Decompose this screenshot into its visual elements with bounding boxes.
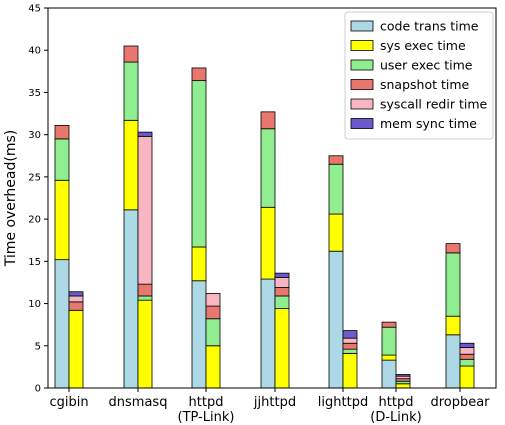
bar-segment-syscall-redir-time-cat1-bar1 (137, 135, 153, 285)
bar-segment-mem-sync-time-cat0-bar1 (68, 291, 84, 297)
x-tick-label: dnsmasq (109, 395, 168, 410)
legend-box (344, 11, 494, 140)
bar-segment-user-exec-time-cat1-bar0 (123, 61, 139, 121)
bar-segment-code-trans-time-cat3-bar0 (260, 278, 276, 389)
legend-swatch (350, 20, 374, 32)
bar-segment-snapshot-time-cat3-bar1 (274, 287, 290, 297)
bar-segment-user-exec-time-cat0-bar0 (54, 138, 70, 181)
legend-swatch (350, 98, 374, 110)
bar-segment-syscall-redir-time-cat4-bar1 (342, 337, 358, 344)
bar-segment-snapshot-time-cat6-bar0 (445, 243, 461, 254)
axes: 0 5 10 15 20 25 30 35 40 45 cgibin dnsmasq httpd (TP-… (3, 4, 497, 425)
x-tick-label: httpd (TP-Link) (178, 395, 235, 425)
bar-segment-snapshot-time-cat2-bar0 (191, 67, 207, 82)
legend-label: user exec time (380, 58, 473, 73)
bar-segment-user-exec-time-cat3-bar0 (260, 128, 276, 208)
bar-segment-mem-sync-time-cat1-bar1 (137, 131, 153, 137)
x-tick-label: httpd (D-Link) (370, 395, 421, 425)
y-tick-label: 10 (28, 299, 41, 310)
legend-swatch (350, 59, 374, 71)
bar-segment-sys-exec-time-cat0-bar0 (54, 179, 70, 261)
bar-segment-user-exec-time-cat6-bar0 (445, 252, 461, 317)
bar-segment-sys-exec-time-cat4-bar0 (328, 213, 344, 252)
y-tick-label: 25 (28, 172, 41, 183)
bar-segment-snapshot-time-cat1-bar1 (137, 283, 153, 297)
legend: code trans time sys exec time user exec ti… (344, 11, 494, 140)
bar-segment-sys-exec-time-cat2-bar1 (205, 345, 221, 389)
y-tick-label: 20 (28, 215, 41, 226)
bar-segment-mem-sync-time-cat4-bar1 (342, 330, 358, 339)
legend-label: sys exec time (380, 38, 466, 53)
bar-segment-sys-exec-time-cat4-bar1 (342, 352, 358, 389)
bar-segment-sys-exec-time-cat1-bar1 (137, 299, 153, 389)
y-tick-label: 35 (28, 88, 41, 99)
plot-frame (47, 7, 497, 389)
bar-segment-sys-exec-time-cat3-bar1 (274, 308, 290, 389)
bar-segment-syscall-redir-time-cat3-bar1 (274, 276, 290, 288)
bar-segment-code-trans-time-cat2-bar0 (191, 280, 207, 389)
legend-label: mem sync time (380, 116, 477, 131)
y-tick-label: 30 (28, 130, 41, 141)
bar-segment-user-exec-time-cat3-bar1 (274, 295, 290, 310)
bar-segment-snapshot-time-cat3-bar0 (260, 111, 276, 130)
bar-segment-sys-exec-time-cat5-bar1 (395, 383, 411, 389)
legend-label: snapshot time (380, 77, 470, 92)
bar-segment-snapshot-time-cat4-bar0 (328, 155, 344, 165)
legend-label: code trans time (380, 19, 479, 34)
bar-segment-mem-sync-time-cat5-bar1 (395, 374, 411, 377)
legend-swatch (350, 79, 374, 90)
bar-segment-sys-exec-time-cat2-bar0 (191, 246, 207, 282)
y-axis-title: Time overhead(ms) (3, 130, 19, 268)
bar-segment-user-exec-time-cat4-bar1 (342, 348, 358, 354)
bar-segment-snapshot-time-cat1-bar0 (123, 45, 139, 63)
bar-segment-snapshot-time-cat0-bar0 (54, 124, 70, 140)
bar-segment-user-exec-time-cat1-bar1 (137, 295, 153, 301)
y-tick-label: 0 (35, 384, 41, 395)
bar-segment-user-exec-time-cat2-bar1 (205, 318, 221, 347)
legend-swatch (350, 40, 374, 51)
bar-segment-snapshot-time-cat0-bar1 (68, 301, 84, 311)
bar-segment-mem-sync-time-cat3-bar1 (274, 272, 290, 278)
bar-segment-code-trans-time-cat0-bar0 (54, 259, 70, 389)
bar-segment-user-exec-time-cat2-bar0 (191, 80, 207, 248)
bar-segment-sys-exec-time-cat1-bar0 (123, 119, 139, 211)
bar-segment-code-trans-time-cat4-bar0 (328, 250, 344, 389)
legend-swatch (350, 118, 374, 129)
bar-segment-user-exec-time-cat4-bar0 (328, 163, 344, 215)
bar-segment-snapshot-time-cat4-bar1 (342, 342, 358, 350)
y-tick-label: 5 (35, 341, 41, 352)
bar-segment-code-trans-time-cat5-bar0 (381, 359, 397, 389)
legend-label: syscall redir time (380, 97, 487, 112)
bar-segment-user-exec-time-cat6-bar1 (459, 358, 475, 367)
x-tick-label: cgibin (49, 395, 88, 410)
x-tick-label: dropbear (430, 395, 490, 410)
bar-segment-syscall-redir-time-cat0-bar1 (68, 295, 84, 303)
bar-segment-snapshot-time-cat6-bar1 (459, 353, 475, 360)
bar-segment-syscall-redir-time-cat6-bar1 (459, 347, 475, 355)
bar-segment-code-trans-time-cat6-bar0 (445, 334, 461, 389)
bar-segment-syscall-redir-time-cat2-bar1 (205, 293, 221, 307)
bar-segment-sys-exec-time-cat6-bar0 (445, 315, 461, 336)
y-tick-label: 15 (28, 257, 41, 268)
bar-segment-sys-exec-time-cat3-bar0 (260, 206, 276, 280)
x-tick-label: lighttpd (318, 395, 368, 410)
bar-segment-mem-sync-time-cat6-bar1 (459, 342, 475, 348)
bar-segment-user-exec-time-cat5-bar0 (381, 326, 397, 356)
bar-segment-sys-exec-time-cat6-bar1 (459, 365, 475, 389)
y-tick-label: 45 (28, 4, 41, 15)
x-tick-label: jjhttpd (253, 395, 296, 410)
bar-segment-sys-exec-time-cat0-bar1 (68, 309, 84, 389)
bar-segment-code-trans-time-cat1-bar0 (123, 209, 139, 389)
bar-segment-sys-exec-time-cat5-bar0 (381, 354, 397, 361)
bar-segment-snapshot-time-cat2-bar1 (205, 305, 221, 320)
y-tick-label: 40 (28, 46, 41, 57)
bar-segment-snapshot-time-cat5-bar0 (381, 321, 397, 328)
